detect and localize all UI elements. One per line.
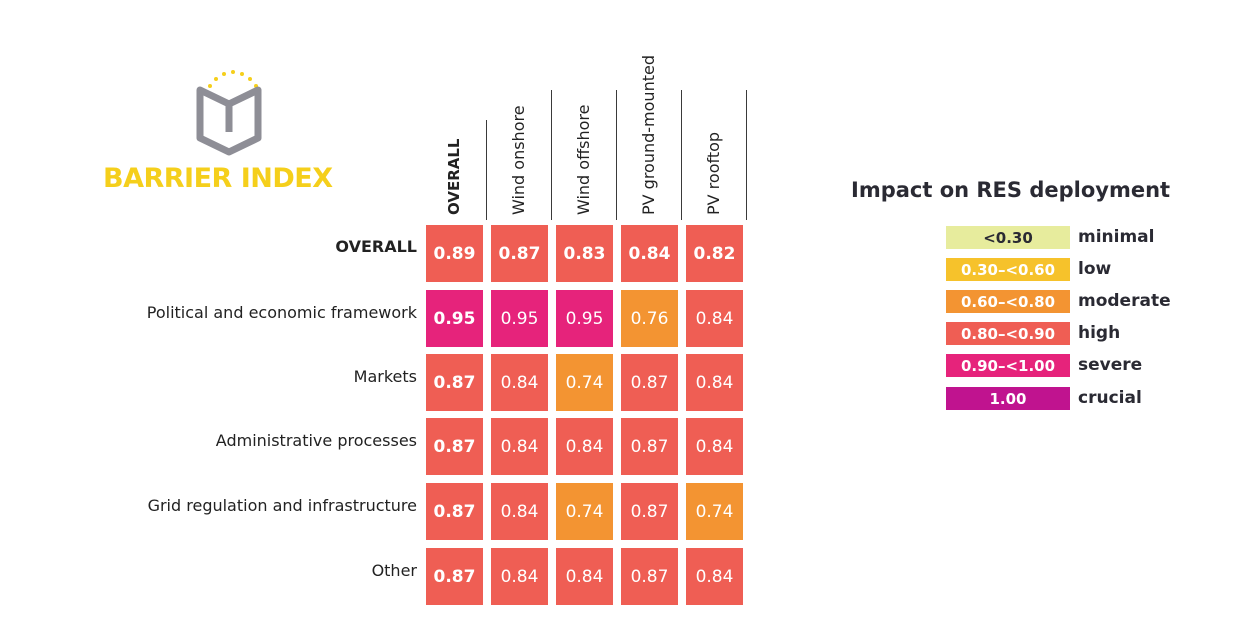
row-label: Administrative processes: [215, 431, 417, 450]
column-divider: [746, 90, 747, 220]
legend-swatch: 0.30–<0.60: [946, 258, 1070, 281]
column-divider: [486, 120, 487, 220]
heatmap-cell: 0.74: [686, 483, 743, 540]
legend-swatch: 0.80–<0.90: [946, 322, 1070, 345]
legend-label: crucial: [1078, 388, 1142, 408]
column-divider: [551, 90, 552, 220]
row-label: Political and economic framework: [146, 303, 417, 322]
legend-label: moderate: [1078, 291, 1171, 311]
heatmap-cell: 0.84: [491, 483, 548, 540]
heatmap-cell: 0.74: [556, 354, 613, 411]
heatmap-cell: 0.84: [491, 418, 548, 475]
heatmap-cell: 0.84: [686, 548, 743, 605]
column-header-label: PV rooftop: [704, 131, 723, 215]
heatmap-cell: 0.82: [686, 225, 743, 282]
heatmap-cell: 0.95: [556, 290, 613, 347]
heatmap-cell: 0.89: [426, 225, 483, 282]
brand-title: BARRIER INDEX: [103, 163, 333, 194]
heatmap-cell: 0.84: [686, 418, 743, 475]
legend-label: minimal: [1078, 227, 1155, 247]
heatmap-cell: 0.87: [621, 354, 678, 411]
column-divider: [616, 90, 617, 220]
legend-title: Impact on RES deployment: [851, 178, 1171, 202]
legend-label: low: [1078, 259, 1112, 279]
heatmap-cell: 0.87: [621, 418, 678, 475]
heatmap-cell: 0.87: [426, 418, 483, 475]
legend-swatch: 0.90–<1.00: [946, 354, 1070, 377]
heatmap-cell: 0.84: [556, 548, 613, 605]
heatmap-cell: 0.87: [426, 354, 483, 411]
column-header: PV ground-mounted: [639, 55, 658, 216]
heatmap-cell: 0.87: [426, 548, 483, 605]
legend-swatch: 1.00: [946, 387, 1070, 410]
shield-book-icon: [196, 70, 262, 156]
heatmap-cell: 0.87: [491, 225, 548, 282]
heatmap-cell: 0.87: [621, 548, 678, 605]
heatmap-cell: 0.74: [556, 483, 613, 540]
heatmap-cell: 0.84: [491, 354, 548, 411]
row-label: Grid regulation and infrastructure: [147, 496, 417, 515]
row-label: Other: [371, 561, 417, 580]
column-header: OVERALL: [444, 139, 463, 216]
legend-swatch: 0.60–<0.80: [946, 290, 1070, 313]
heatmap-cell: 0.84: [491, 548, 548, 605]
column-header-label: Wind offshore: [574, 104, 593, 215]
column-header-label: Wind onshore: [509, 105, 528, 215]
legend-swatch: <0.30: [946, 226, 1070, 249]
heatmap-cell: 0.87: [621, 483, 678, 540]
heatmap-cell: 0.84: [686, 290, 743, 347]
heatmap-cell: 0.95: [426, 290, 483, 347]
heatmap-cell: 0.87: [426, 483, 483, 540]
row-label: OVERALL: [335, 237, 417, 256]
legend-label: severe: [1078, 355, 1143, 375]
row-label: Markets: [353, 367, 417, 386]
heatmap-cell: 0.95: [491, 290, 548, 347]
heatmap-cell: 0.84: [556, 418, 613, 475]
heatmap-cell: 0.76: [621, 290, 678, 347]
column-header-label: PV ground-mounted: [639, 55, 658, 215]
column-header: PV rooftop: [704, 132, 723, 216]
column-header: Wind offshore: [574, 105, 593, 216]
column-divider: [681, 90, 682, 220]
column-header-label: OVERALL: [445, 138, 463, 215]
column-header: Wind onshore: [509, 105, 528, 216]
heatmap-cell: 0.84: [621, 225, 678, 282]
heatmap-cell: 0.84: [686, 354, 743, 411]
legend-label: high: [1078, 323, 1121, 343]
heatmap-cell: 0.83: [556, 225, 613, 282]
